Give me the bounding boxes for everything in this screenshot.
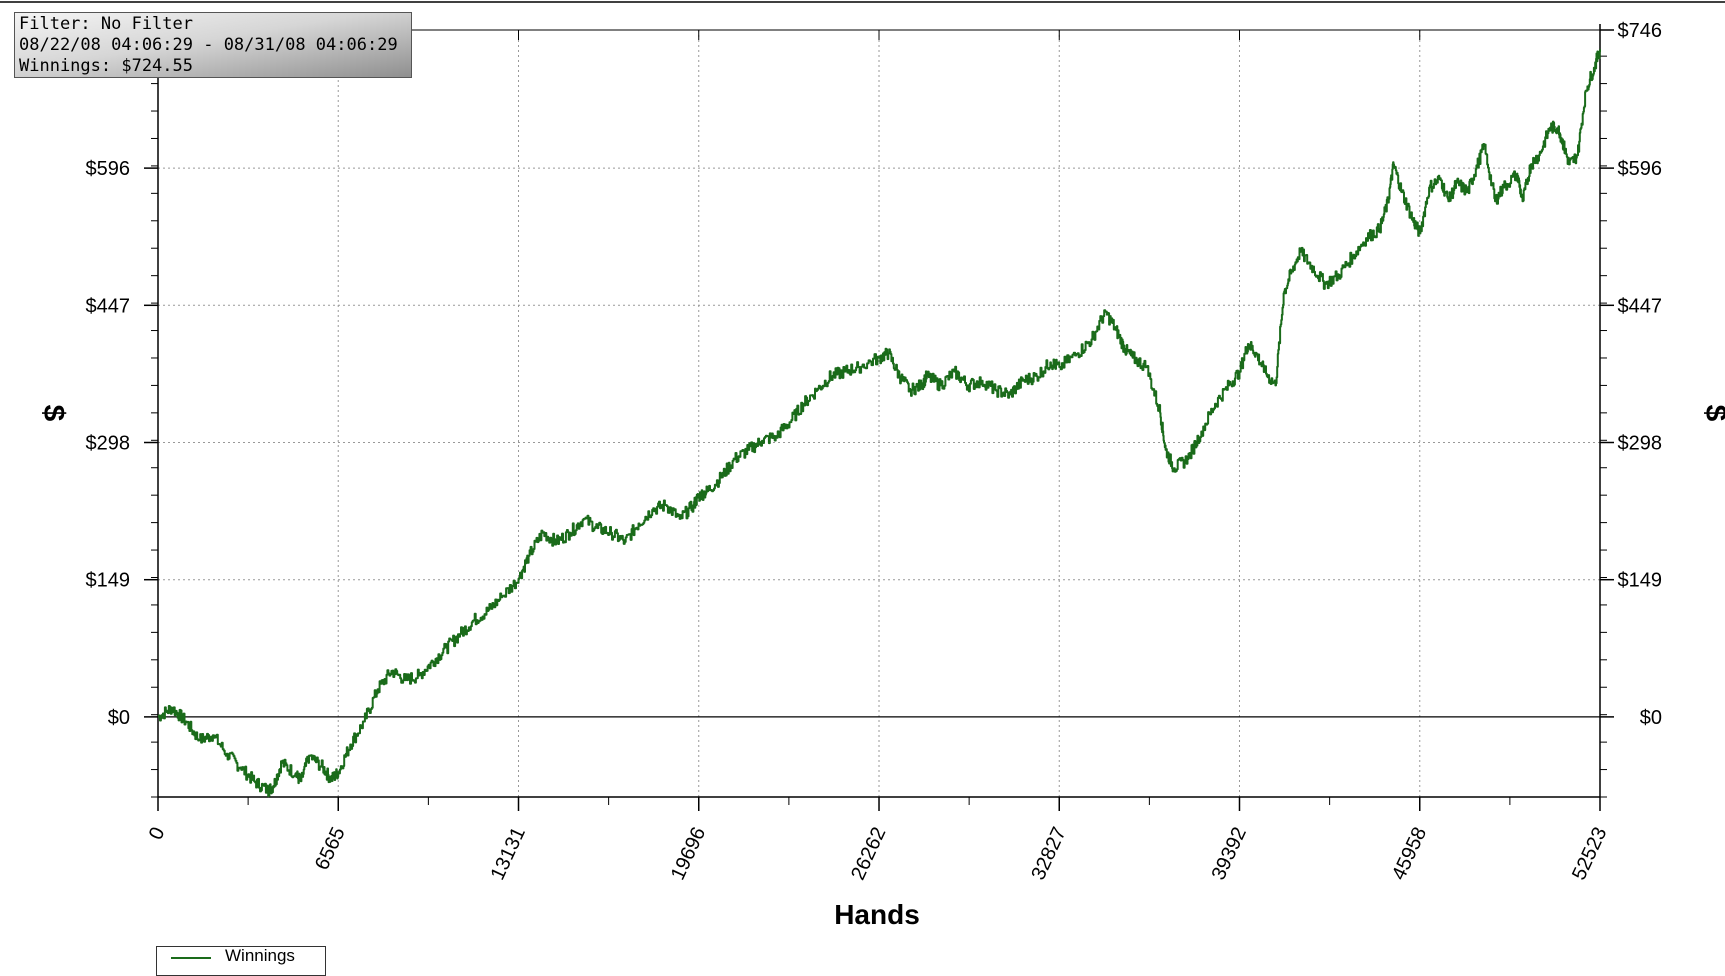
grid-lines	[158, 30, 1600, 797]
filter-info-box: Filter: No Filter 08/22/08 04:06:29 - 08…	[14, 12, 412, 78]
x-tick-label: 39392	[1208, 824, 1251, 884]
y-axis-title-left: $	[37, 405, 70, 422]
winnings-text: Winnings: $724.55	[19, 56, 193, 76]
legend-series-label: Winnings	[225, 946, 295, 965]
x-tick-label: 26262	[847, 824, 890, 884]
legend-series-swatch	[171, 957, 211, 959]
x-axis-title: Hands	[834, 899, 920, 930]
y-tick-label-right: $298	[1618, 433, 1663, 455]
x-tick-label: 0	[145, 824, 170, 843]
x-tick-label: 52523	[1568, 824, 1611, 884]
plot-axes	[0, 1, 1725, 811]
y-tick-label-right: $447	[1618, 295, 1663, 317]
x-tick-label: 6565	[311, 824, 350, 874]
y-tick-label-right: $0	[1640, 707, 1662, 729]
y-tick-label-right: $596	[1618, 158, 1663, 180]
winnings-line	[158, 49, 1601, 798]
date-range-text: 08/22/08 04:06:29 - 08/31/08 04:06:29	[19, 35, 398, 55]
x-tick-label: 13131	[487, 824, 530, 884]
series-layer	[158, 49, 1601, 798]
y-tick-label-left: $0	[108, 707, 130, 729]
y-axis-title-right: $	[1699, 405, 1725, 422]
x-tick-label: 32827	[1027, 824, 1070, 884]
y-tick-label-left: $149	[86, 570, 131, 592]
y-tick-label-left: $298	[86, 433, 131, 455]
legend: Winnings	[156, 946, 326, 976]
y-tick-label-left: $447	[86, 295, 131, 317]
tick-labels: 0 6565 13131 19696 26262 32827 39392 45958 52523…	[86, 20, 1663, 884]
x-tick-label: 45958	[1388, 824, 1431, 884]
y-tick-label-left: $596	[86, 158, 131, 180]
y-tick-label-right: $746	[1618, 20, 1663, 42]
filter-text: Filter: No Filter	[19, 14, 193, 34]
y-tick-label-right: $149	[1618, 570, 1663, 592]
x-tick-label: 19696	[667, 824, 710, 884]
